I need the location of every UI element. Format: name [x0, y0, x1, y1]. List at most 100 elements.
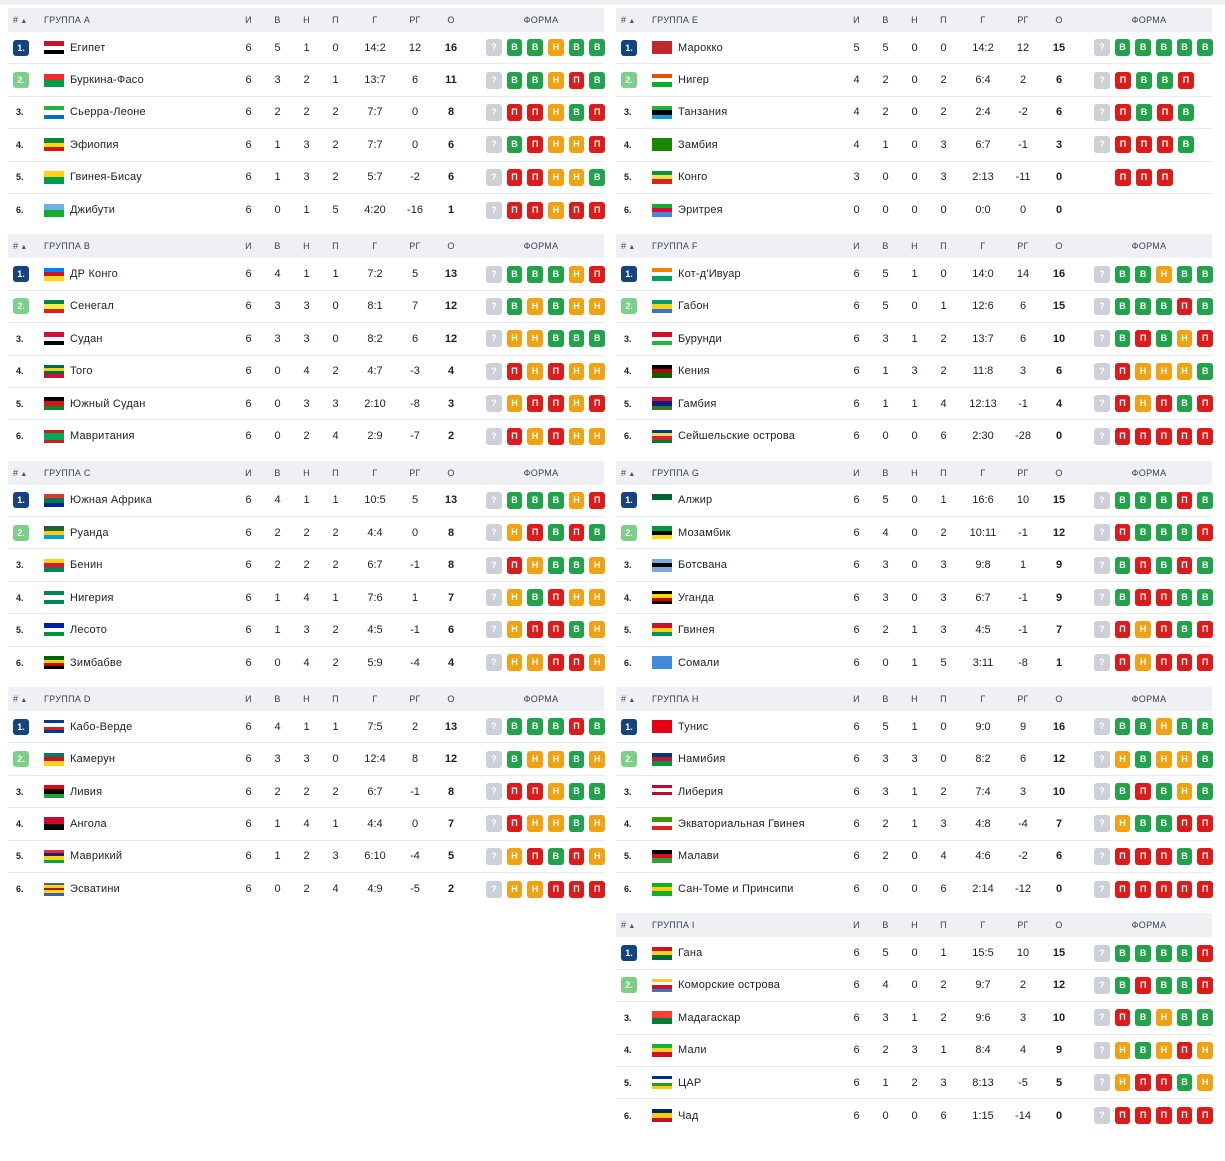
form-badge[interactable]: П: [1176, 654, 1193, 672]
team-cell[interactable]: Лесото: [44, 623, 234, 637]
form-badge[interactable]: П: [1197, 847, 1214, 865]
form-badge[interactable]: В: [506, 265, 523, 283]
col-header-rg[interactable]: рг: [409, 15, 421, 25]
form-badge[interactable]: П: [1135, 880, 1152, 898]
form-badge[interactable]: В: [1135, 265, 1152, 283]
team-name[interactable]: Сейшельские острова: [678, 430, 796, 443]
team-name[interactable]: Южный Судан: [70, 397, 146, 410]
team-name[interactable]: Алжир: [678, 494, 713, 507]
form-badge[interactable]: Н: [506, 524, 523, 542]
form-badge[interactable]: П: [568, 654, 585, 672]
form-badge[interactable]: П: [1156, 847, 1172, 865]
team-cell[interactable]: Эритрея: [652, 203, 842, 217]
team-name[interactable]: Нигер: [678, 74, 710, 87]
form-badge[interactable]: П: [548, 427, 564, 445]
table-row[interactable]: 1. ДР Конго 6 4 1 1 7:2 5 13? В В В Н П: [8, 258, 606, 291]
table-row[interactable]: 1. Южная Африка 6 4 1 1 10:5 5 13? В В В Н П: [8, 485, 606, 518]
col-header-g[interactable]: г: [372, 694, 378, 705]
table-row[interactable]: 3. Судан 6 3 3 0 8:2 6 12? Н Н В В В: [8, 323, 606, 356]
team-cell[interactable]: Габон: [652, 299, 842, 313]
form-badge[interactable]: В: [1114, 556, 1131, 574]
next-match-badge[interactable]: ?: [1094, 654, 1110, 672]
form-badge[interactable]: П: [1115, 168, 1131, 186]
team-cell[interactable]: Эсватини: [44, 882, 234, 896]
next-match-badge[interactable]: ?: [1094, 976, 1110, 994]
form-badge[interactable]: Н: [589, 621, 606, 639]
sort-icon[interactable]: ▲: [628, 697, 636, 705]
form-badge[interactable]: П: [1197, 976, 1214, 994]
team-name[interactable]: Конго: [678, 171, 708, 184]
col-header-n[interactable]: н: [303, 15, 310, 25]
form-badge[interactable]: П: [1157, 168, 1173, 186]
col-header-g[interactable]: г: [980, 467, 986, 478]
table-row[interactable]: 6. Эсватини 6 0 2 4 4:9 -5 2? Н Н П П П: [8, 873, 606, 905]
form-badge[interactable]: В: [1176, 718, 1193, 736]
form-badge[interactable]: В: [1176, 976, 1193, 994]
form-badge[interactable]: Н: [1135, 395, 1152, 413]
team-cell[interactable]: Мали: [652, 1043, 842, 1057]
form-badge[interactable]: В: [506, 718, 523, 736]
col-header-v[interactable]: в: [274, 15, 281, 25]
col-header-p[interactable]: п: [332, 694, 339, 705]
form-badge[interactable]: П: [527, 395, 544, 413]
next-match-badge[interactable]: ?: [486, 654, 502, 672]
form-badge[interactable]: П: [506, 427, 523, 445]
form-badge[interactable]: В: [1197, 491, 1214, 509]
form-badge[interactable]: Н: [568, 589, 585, 607]
form-badge[interactable]: В: [1156, 524, 1172, 542]
team-name[interactable]: Эсватини: [70, 883, 121, 896]
form-badge[interactable]: В: [548, 524, 564, 542]
team-cell[interactable]: Мавритания: [44, 429, 234, 443]
next-match-badge[interactable]: ?: [1094, 330, 1110, 348]
form-badge[interactable]: В: [1197, 718, 1214, 736]
col-header-n[interactable]: н: [911, 241, 918, 252]
table-row[interactable]: 4. Эфиопия 6 1 3 2 7:7 0 6? В П Н Н П: [8, 129, 606, 162]
form-badge[interactable]: В: [1197, 783, 1214, 800]
team-name[interactable]: Либерия: [678, 785, 724, 798]
next-match-badge[interactable]: ?: [1094, 944, 1110, 962]
form-badge[interactable]: В: [568, 103, 585, 121]
form-badge[interactable]: П: [1114, 1009, 1131, 1027]
col-header-v[interactable]: в: [882, 15, 889, 25]
form-badge[interactable]: В: [548, 847, 564, 865]
form-badge[interactable]: П: [1197, 427, 1214, 445]
table-row[interactable]: 4. Мали 6 2 3 1 8:4 4 9? Н В Н П Н: [616, 1035, 1214, 1067]
team-name[interactable]: Руанда: [70, 526, 109, 539]
rank-sort-header[interactable]: # ▲: [8, 241, 44, 251]
col-header-v[interactable]: в: [274, 694, 281, 705]
team-cell[interactable]: Сейшельские острова: [652, 429, 842, 443]
form-badge[interactable]: В: [1114, 976, 1131, 994]
form-badge[interactable]: П: [1197, 621, 1214, 639]
form-badge[interactable]: В: [1176, 395, 1193, 413]
form-badge[interactable]: П: [1114, 362, 1131, 380]
form-badge[interactable]: Н: [1156, 750, 1172, 768]
form-badge[interactable]: В: [1156, 491, 1172, 509]
team-cell[interactable]: Кот-д'Ивуар: [652, 267, 842, 281]
form-badge[interactable]: В: [1197, 589, 1214, 607]
col-header-g[interactable]: г: [372, 15, 378, 25]
team-name[interactable]: Ливия: [70, 785, 103, 798]
team-name[interactable]: Нигерия: [70, 591, 114, 604]
form-badge[interactable]: В: [1114, 491, 1131, 509]
table-row[interactable]: 1. Кабо-Верде 6 4 1 1 7:5 2 13? В В В П В: [8, 711, 606, 744]
team-cell[interactable]: Гвинея-Бисау: [44, 170, 234, 184]
form-badge[interactable]: П: [1115, 71, 1131, 89]
form-badge[interactable]: Н: [548, 750, 564, 768]
form-badge[interactable]: Н: [1114, 815, 1131, 833]
table-row[interactable]: 2. Мозамбик 6 4 0 2 10:11 -1 12? П В В В П: [616, 517, 1214, 550]
form-badge[interactable]: П: [1114, 847, 1131, 865]
form-badge[interactable]: В: [1135, 297, 1152, 315]
col-header-w[interactable]: и: [853, 467, 860, 478]
form-badge[interactable]: В: [1176, 524, 1193, 542]
team-cell[interactable]: Экваториальная Гвинея: [652, 817, 842, 831]
next-match-badge[interactable]: ?: [1094, 103, 1110, 121]
form-badge[interactable]: Н: [1156, 265, 1172, 283]
team-cell[interactable]: Замбия: [652, 138, 842, 152]
form-badge[interactable]: П: [568, 201, 585, 219]
col-header-o[interactable]: о: [447, 241, 455, 252]
table-row[interactable]: 4. Уганда 6 3 0 3 6:7 -1 9? В П П В В: [616, 582, 1214, 615]
team-name[interactable]: Чад: [678, 1109, 699, 1122]
next-match-badge[interactable]: ?: [1094, 621, 1110, 639]
form-badge[interactable]: В: [589, 168, 606, 186]
next-match-badge[interactable]: ?: [486, 491, 502, 509]
